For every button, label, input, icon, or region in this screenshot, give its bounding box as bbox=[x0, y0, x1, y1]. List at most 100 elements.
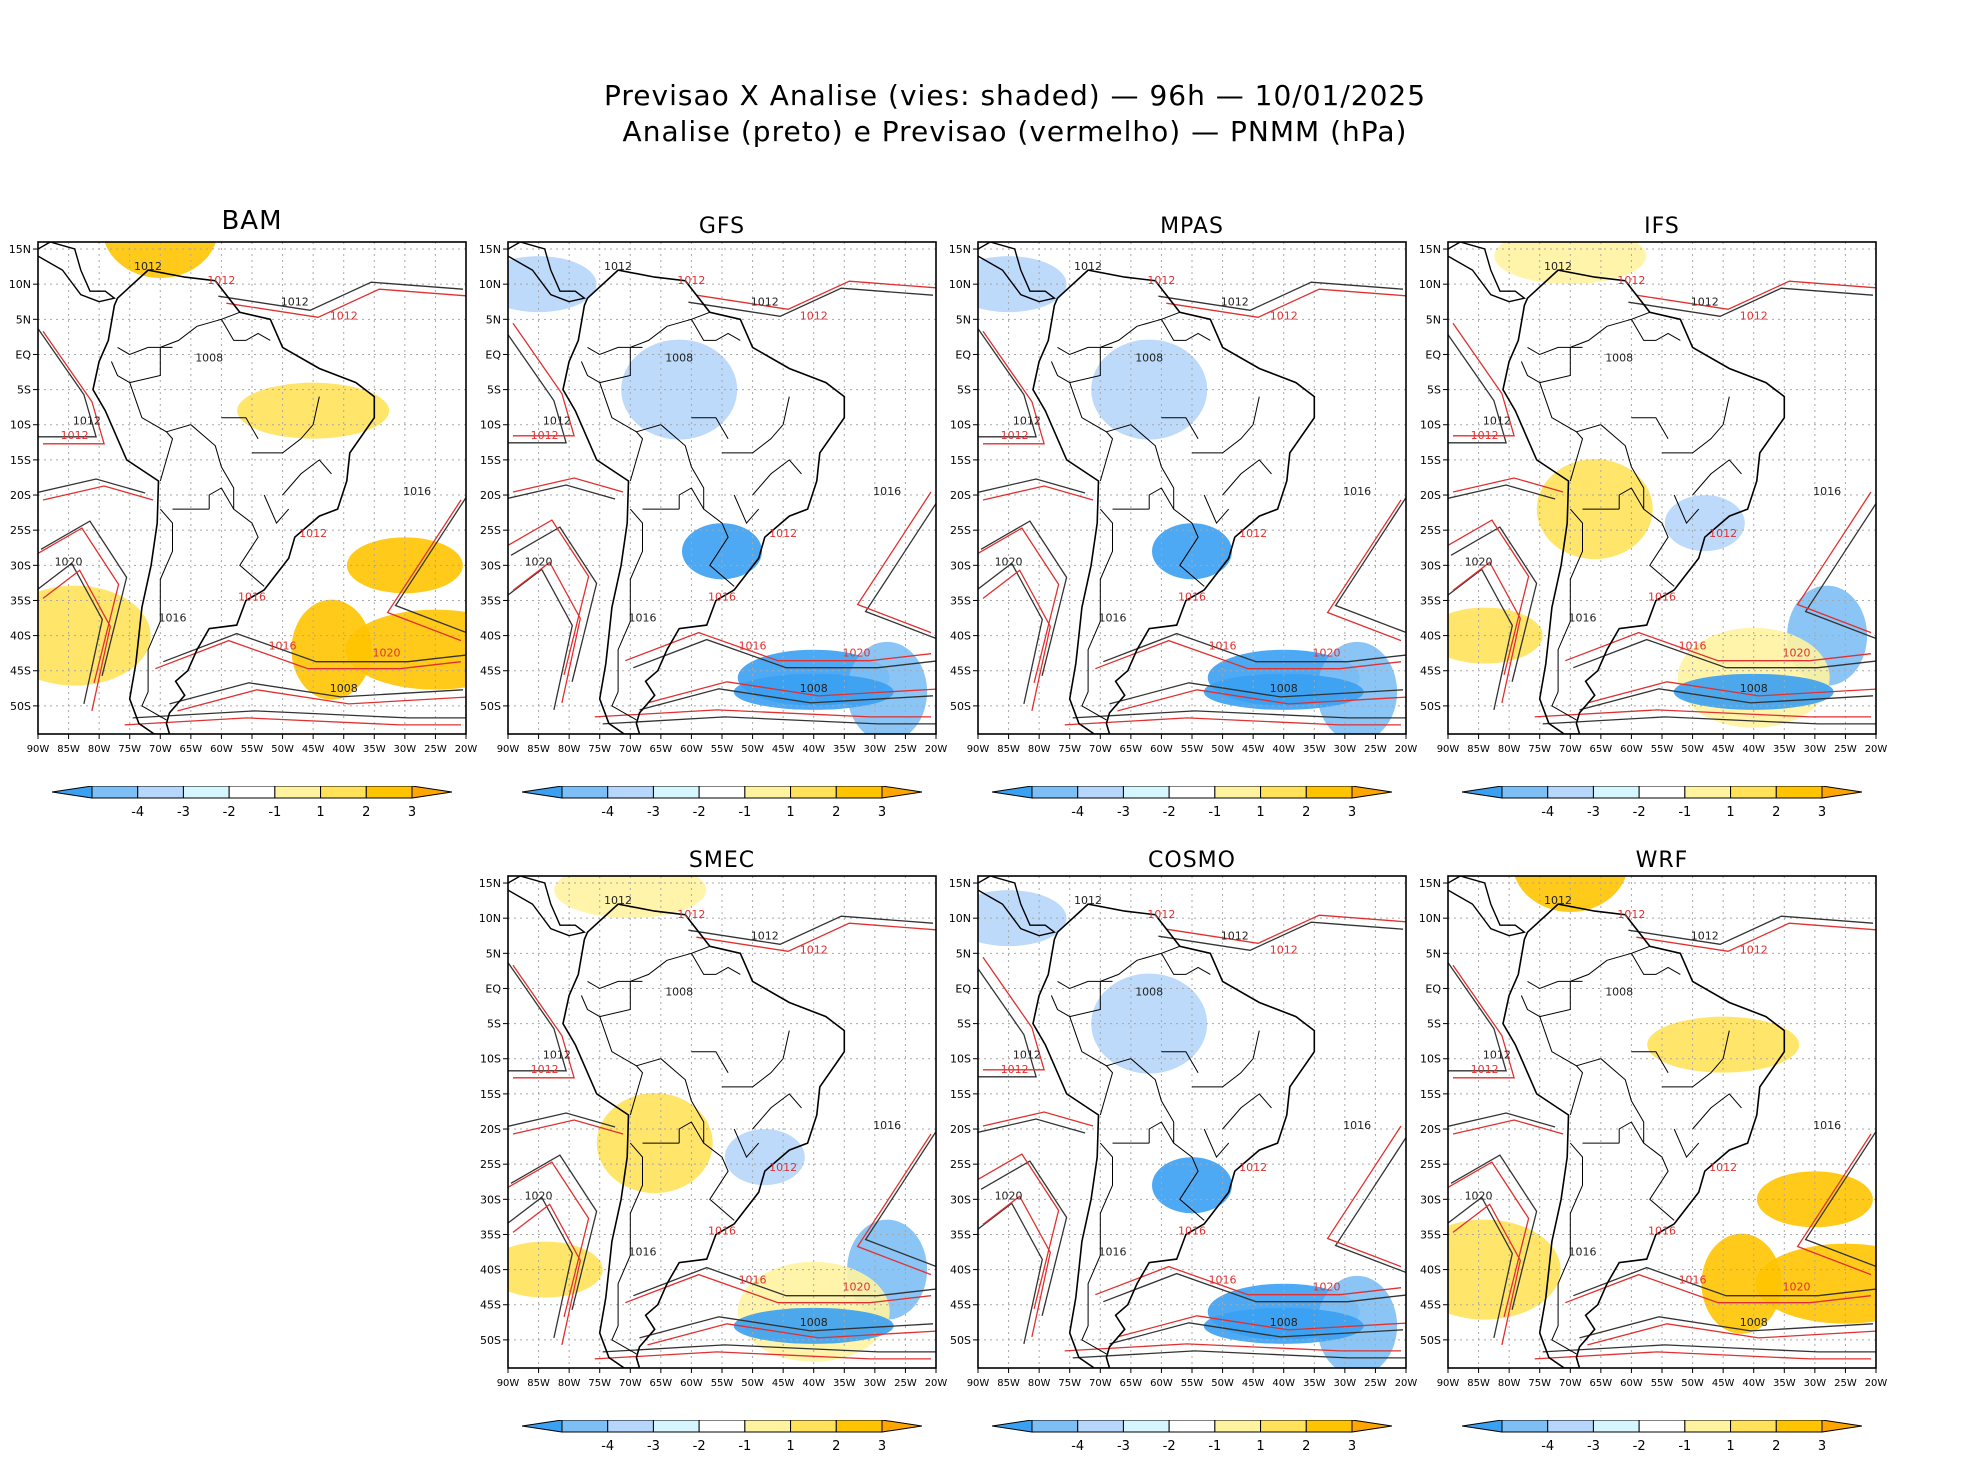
forecast-isobar bbox=[1166, 914, 1406, 944]
analysis-isobar bbox=[978, 1202, 1043, 1345]
isobar-label-black: 1016 bbox=[629, 612, 657, 625]
central-america-coastline bbox=[508, 242, 587, 303]
isobar-label-black: 1008 bbox=[1135, 985, 1163, 998]
bias-shading bbox=[554, 876, 707, 919]
country-border bbox=[1192, 1030, 1260, 1088]
bias-shading bbox=[1448, 1219, 1561, 1320]
colorbar-arrow-low bbox=[992, 1420, 1033, 1433]
colorbar-box bbox=[652, 1420, 700, 1433]
isobar-label-red: 1012 bbox=[1147, 274, 1175, 287]
colorbar-label: -3 bbox=[1117, 1439, 1130, 1454]
lat-label: 20S bbox=[1420, 1123, 1441, 1136]
colorbar-label: -4 bbox=[1071, 805, 1084, 820]
country-border bbox=[580, 361, 600, 384]
colorbar-label: -4 bbox=[1541, 1439, 1554, 1454]
lat-label: 25S bbox=[1420, 524, 1441, 537]
lon-label: 25W bbox=[424, 744, 447, 755]
lon-label: 30W bbox=[864, 744, 887, 755]
lat-label: 15N bbox=[949, 877, 971, 890]
isobar-label-red: 1012 bbox=[1709, 527, 1737, 540]
country-border bbox=[1192, 396, 1260, 454]
analysis-isobar bbox=[1072, 1350, 1406, 1359]
country-border bbox=[1069, 311, 1180, 482]
colorbar-box bbox=[790, 1420, 837, 1433]
lat-label: EQ bbox=[485, 348, 501, 361]
lat-label: 40S bbox=[480, 630, 501, 643]
colorbar-label: -3 bbox=[647, 1439, 660, 1454]
analysis-isobar bbox=[1573, 638, 1876, 669]
lat-label: 35S bbox=[480, 594, 501, 607]
forecast-isobar bbox=[982, 485, 1094, 501]
colorbar-label: -2 bbox=[1163, 805, 1176, 820]
colorbar-label: 3 bbox=[878, 805, 886, 820]
lat-label: 45S bbox=[1420, 665, 1441, 678]
lon-label: 45W bbox=[302, 744, 325, 755]
lon-label: 30W bbox=[1804, 1378, 1827, 1389]
lat-label: 20S bbox=[480, 489, 501, 502]
colorbar-label: -1 bbox=[1678, 805, 1691, 820]
forecast-isobar bbox=[1166, 288, 1406, 318]
lat-label: 20S bbox=[10, 489, 31, 502]
country-border bbox=[1069, 945, 1180, 1116]
isobar-label-black: 1008 bbox=[330, 682, 358, 695]
analysis-isobar bbox=[1109, 682, 1404, 705]
isobar-label-red: 1020 bbox=[1783, 647, 1811, 660]
country-border bbox=[733, 1128, 760, 1159]
lon-label: 90W bbox=[1437, 744, 1460, 755]
lat-label: 50S bbox=[950, 1334, 971, 1347]
isobar-label-black: 1012 bbox=[751, 929, 779, 942]
lon-label: 35W bbox=[1303, 744, 1326, 755]
forecast-isobar bbox=[647, 1323, 936, 1346]
forecast-isobar bbox=[42, 330, 105, 445]
country-border bbox=[1222, 1093, 1272, 1130]
isobar-label-black: 1008 bbox=[1270, 682, 1298, 695]
colorbar-arrow-low bbox=[522, 1420, 563, 1433]
analysis-isobar bbox=[1448, 484, 1556, 500]
country-border bbox=[1057, 346, 1113, 356]
lon-label: 60W bbox=[1150, 1378, 1173, 1389]
lat-label: 30S bbox=[480, 559, 501, 572]
forecast-isobar bbox=[124, 717, 461, 726]
lat-label: 35S bbox=[480, 1228, 501, 1241]
forecast-isobar bbox=[512, 964, 575, 1079]
lon-label: 85W bbox=[1467, 1378, 1490, 1389]
south-america-coastline bbox=[1032, 269, 1316, 734]
colorbar-arrow-high bbox=[1351, 786, 1392, 799]
isobar-label-black: 1016 bbox=[873, 485, 901, 498]
analysis-isobar bbox=[1448, 568, 1513, 711]
forecast-isobar bbox=[856, 491, 932, 634]
south-america-coastline bbox=[562, 269, 846, 734]
colorbar-label: 3 bbox=[1348, 805, 1356, 820]
colorbar-box bbox=[1547, 1420, 1594, 1433]
lon-label: 65W bbox=[1120, 744, 1143, 755]
lat-label: 15N bbox=[9, 243, 31, 256]
lon-label: 65W bbox=[1120, 1378, 1143, 1389]
isobar-label-red: 1012 bbox=[207, 274, 235, 287]
lon-label: 65W bbox=[650, 1378, 673, 1389]
lon-label: 70W bbox=[619, 1378, 642, 1389]
isobar-label-red: 1012 bbox=[531, 429, 559, 442]
country-border bbox=[1160, 319, 1211, 341]
lon-label: 55W bbox=[1651, 744, 1674, 755]
lat-label: 20S bbox=[950, 1123, 971, 1136]
colorbar-box bbox=[698, 1420, 746, 1433]
lat-label: 10S bbox=[950, 419, 971, 432]
south-america-coastline bbox=[562, 903, 846, 1368]
isobar-label-black: 1008 bbox=[1605, 985, 1633, 998]
lon-label: 75W bbox=[588, 744, 611, 755]
forecast-isobar bbox=[1534, 709, 1871, 718]
lon-label: 90W bbox=[497, 744, 520, 755]
country-border bbox=[733, 494, 760, 525]
isobar-label-black: 1012 bbox=[1013, 415, 1041, 428]
forecast-isobar bbox=[155, 639, 462, 670]
lat-label: 25S bbox=[1420, 1158, 1441, 1171]
lat-label: 50S bbox=[1420, 700, 1441, 713]
isobar-label-black: 1008 bbox=[1740, 1316, 1768, 1329]
country-border bbox=[1630, 953, 1681, 975]
lat-label: 15S bbox=[480, 454, 501, 467]
isobar-label-black: 1012 bbox=[1691, 929, 1719, 942]
lon-label: 55W bbox=[711, 744, 734, 755]
lon-label: 45W bbox=[1712, 744, 1735, 755]
isobar-label-black: 1012 bbox=[604, 894, 632, 907]
analysis-isobar bbox=[980, 520, 1068, 676]
